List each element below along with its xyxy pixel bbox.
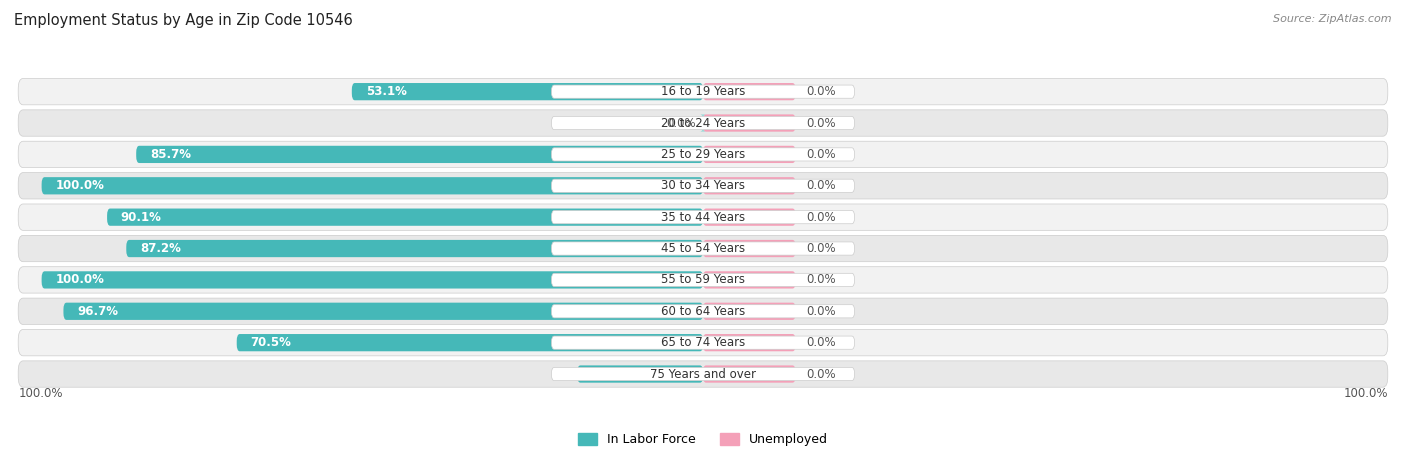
FancyBboxPatch shape — [42, 271, 703, 288]
Text: 0.0%: 0.0% — [666, 117, 696, 130]
Text: 100.0%: 100.0% — [18, 387, 63, 400]
FancyBboxPatch shape — [703, 146, 796, 163]
FancyBboxPatch shape — [236, 334, 703, 351]
Text: 65 to 74 Years: 65 to 74 Years — [661, 336, 745, 349]
FancyBboxPatch shape — [18, 298, 1388, 324]
Text: 45 to 54 Years: 45 to 54 Years — [661, 242, 745, 255]
Text: 60 to 64 Years: 60 to 64 Years — [661, 305, 745, 318]
FancyBboxPatch shape — [551, 336, 855, 349]
Text: 90.1%: 90.1% — [121, 211, 162, 224]
FancyBboxPatch shape — [551, 368, 855, 381]
Text: 30 to 34 Years: 30 to 34 Years — [661, 179, 745, 192]
FancyBboxPatch shape — [127, 240, 703, 257]
FancyBboxPatch shape — [703, 303, 796, 320]
FancyBboxPatch shape — [703, 177, 796, 194]
Legend: In Labor Force, Unemployed: In Labor Force, Unemployed — [572, 428, 834, 450]
FancyBboxPatch shape — [352, 83, 703, 100]
Text: 19.0%: 19.0% — [591, 368, 631, 381]
Text: 35 to 44 Years: 35 to 44 Years — [661, 211, 745, 224]
Text: 16 to 19 Years: 16 to 19 Years — [661, 85, 745, 98]
FancyBboxPatch shape — [551, 117, 855, 130]
Text: 100.0%: 100.0% — [55, 274, 104, 286]
Text: 0.0%: 0.0% — [807, 274, 837, 286]
FancyBboxPatch shape — [551, 148, 855, 161]
Text: 0.0%: 0.0% — [807, 148, 837, 161]
Text: 85.7%: 85.7% — [150, 148, 191, 161]
Text: 96.7%: 96.7% — [77, 305, 118, 318]
FancyBboxPatch shape — [18, 204, 1388, 230]
FancyBboxPatch shape — [703, 365, 796, 382]
Text: 25 to 29 Years: 25 to 29 Years — [661, 148, 745, 161]
FancyBboxPatch shape — [18, 110, 1388, 136]
Text: 100.0%: 100.0% — [1343, 387, 1388, 400]
FancyBboxPatch shape — [703, 83, 796, 100]
FancyBboxPatch shape — [42, 177, 703, 194]
FancyBboxPatch shape — [18, 267, 1388, 293]
FancyBboxPatch shape — [551, 273, 855, 287]
FancyBboxPatch shape — [63, 303, 703, 320]
Text: 87.2%: 87.2% — [141, 242, 181, 255]
Text: 0.0%: 0.0% — [807, 211, 837, 224]
FancyBboxPatch shape — [703, 114, 796, 132]
Text: 0.0%: 0.0% — [807, 305, 837, 318]
Text: 55 to 59 Years: 55 to 59 Years — [661, 274, 745, 286]
FancyBboxPatch shape — [18, 235, 1388, 262]
Text: Employment Status by Age in Zip Code 10546: Employment Status by Age in Zip Code 105… — [14, 14, 353, 28]
Text: 70.5%: 70.5% — [250, 336, 291, 349]
FancyBboxPatch shape — [551, 242, 855, 255]
Text: 20 to 24 Years: 20 to 24 Years — [661, 117, 745, 130]
FancyBboxPatch shape — [18, 78, 1388, 105]
FancyBboxPatch shape — [700, 114, 706, 132]
Text: 100.0%: 100.0% — [55, 179, 104, 192]
Text: 0.0%: 0.0% — [807, 242, 837, 255]
FancyBboxPatch shape — [551, 305, 855, 318]
FancyBboxPatch shape — [578, 365, 703, 382]
FancyBboxPatch shape — [18, 329, 1388, 356]
Text: 75 Years and over: 75 Years and over — [650, 368, 756, 381]
FancyBboxPatch shape — [107, 208, 703, 226]
Text: 0.0%: 0.0% — [807, 85, 837, 98]
FancyBboxPatch shape — [551, 211, 855, 224]
Text: 0.0%: 0.0% — [807, 117, 837, 130]
FancyBboxPatch shape — [551, 85, 855, 98]
FancyBboxPatch shape — [703, 334, 796, 351]
Text: Source: ZipAtlas.com: Source: ZipAtlas.com — [1274, 14, 1392, 23]
FancyBboxPatch shape — [18, 361, 1388, 387]
FancyBboxPatch shape — [18, 173, 1388, 199]
Text: 0.0%: 0.0% — [807, 179, 837, 192]
Text: 0.0%: 0.0% — [807, 368, 837, 381]
FancyBboxPatch shape — [136, 146, 703, 163]
FancyBboxPatch shape — [703, 240, 796, 257]
FancyBboxPatch shape — [703, 208, 796, 226]
FancyBboxPatch shape — [18, 141, 1388, 167]
Text: 0.0%: 0.0% — [807, 336, 837, 349]
FancyBboxPatch shape — [551, 179, 855, 192]
FancyBboxPatch shape — [703, 271, 796, 288]
Text: 53.1%: 53.1% — [366, 85, 406, 98]
